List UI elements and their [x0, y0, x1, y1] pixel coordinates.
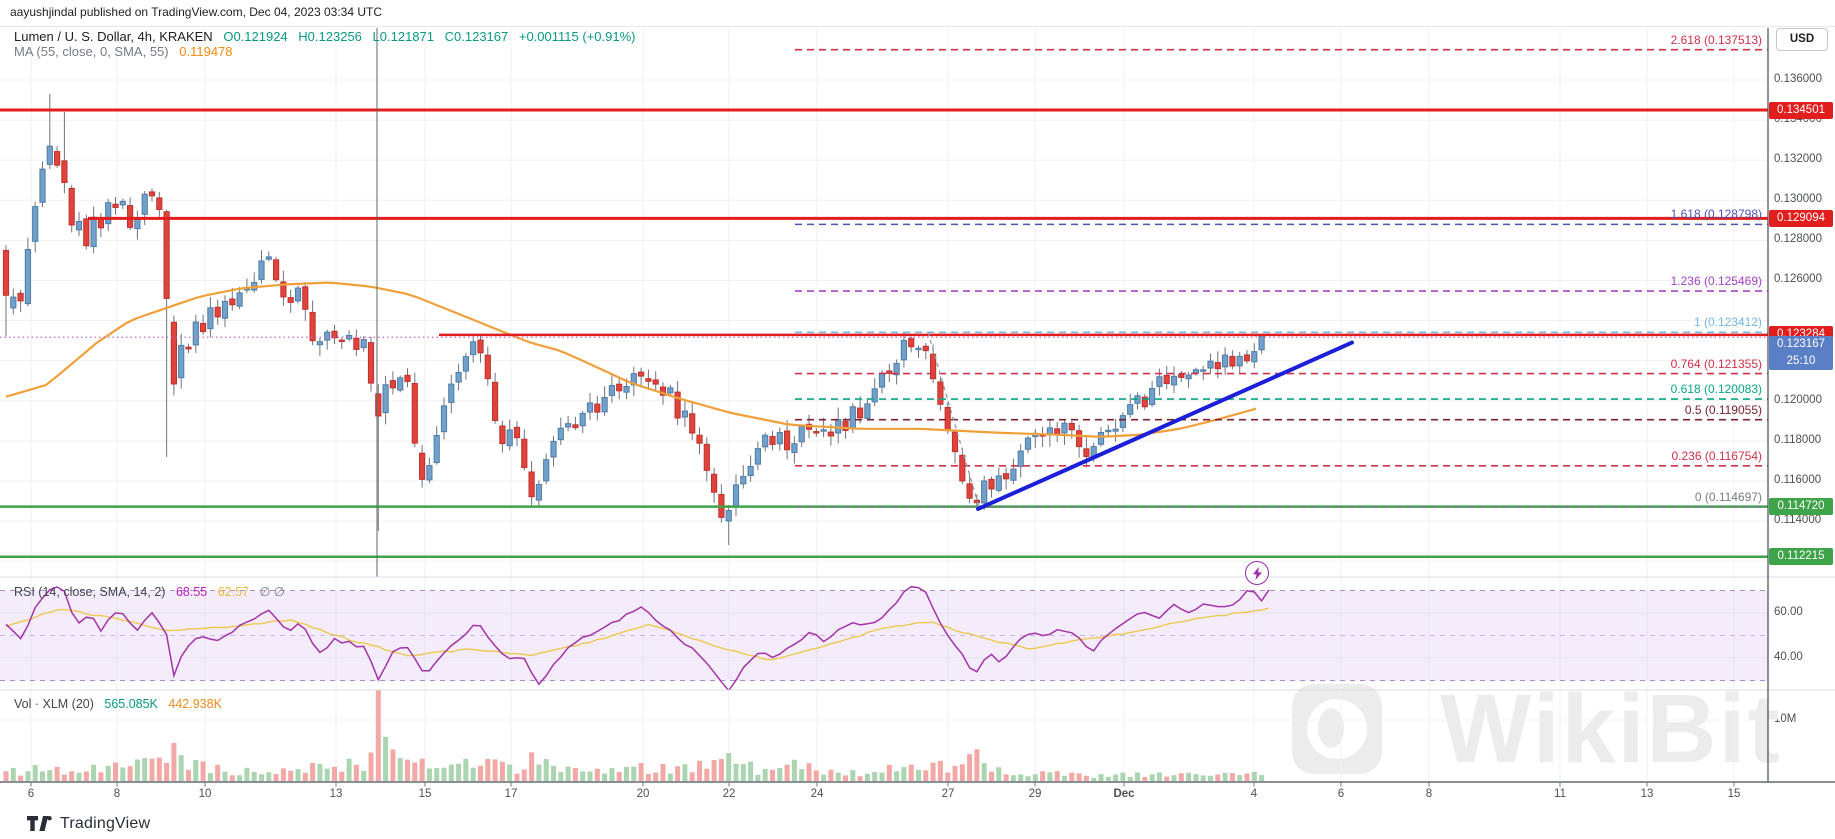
fib-level-label: 1.236 (0.125469): [1670, 274, 1762, 289]
time-axis-label: 17: [504, 788, 518, 800]
time-axis-label: 29: [1028, 788, 1042, 800]
rsi-legend-label: RSI (14, close, SMA, 14, 2): [14, 585, 166, 599]
ohlc-change: +0.001115 (+0.91%): [518, 29, 636, 44]
fib-level-label: 0.5 (0.119055): [1684, 402, 1762, 417]
tradingview-logo-icon[interactable]: [27, 816, 52, 831]
volume-ma-value: 565.085K: [104, 697, 158, 711]
publish-attribution: aayushjindal published on TradingView.co…: [10, 5, 383, 19]
price-level-badge: 0.134501: [1769, 101, 1833, 119]
rsi-plot: [5, 585, 1270, 690]
trend-line: [976, 340, 1354, 511]
lightning-icon[interactable]: [1245, 561, 1269, 585]
price-axis-label: 0.136000: [1774, 73, 1822, 85]
price-axis-label: 0.120000: [1774, 393, 1822, 406]
time-axis-label: 13: [329, 788, 343, 800]
price-axis-label: 0.128000: [1774, 233, 1822, 246]
rsi-sma-value: 62.57: [217, 585, 249, 599]
price-axis-label: 0.132000: [1774, 153, 1822, 166]
price-level-badge: 0.129094: [1769, 209, 1833, 227]
ohlc-open: O0.121924: [223, 29, 288, 44]
symbol-legend[interactable]: Lumen / U. S. Dollar, 4h, KRAKEN O0.1219…: [14, 29, 642, 44]
time-axis-label: 15: [1727, 788, 1741, 800]
wikibit-logo-icon: [1292, 684, 1382, 774]
time-axis-label: 13: [1640, 788, 1654, 800]
candles: [2, 94, 1265, 546]
time-axis-label: 11: [1554, 788, 1566, 800]
wikibit-watermark: WikiBit: [1292, 674, 1782, 783]
footer-brand[interactable]: TradingView: [60, 814, 151, 832]
price-level-badge: 0.114720: [1769, 498, 1833, 516]
rsi-axis-label: 60.00: [1774, 606, 1803, 618]
time-axis-label: 4: [1250, 788, 1258, 800]
fib-level-label: 0 (0.114697): [1694, 490, 1762, 505]
volume-value: 442.938K: [168, 697, 222, 711]
ohlc-close: C0.123167: [444, 29, 509, 44]
price-axis-label: 0.130000: [1774, 193, 1822, 206]
fib-level-label: 1.618 (0.128798): [1670, 207, 1762, 222]
fib-level-label: 0.236 (0.116754): [1671, 448, 1762, 463]
fib-level-label: 1 (0.123412): [1693, 315, 1762, 330]
time-axis-label: 10: [198, 788, 212, 800]
volume-legend[interactable]: Vol · XLM (20) 565.085K 442.938K: [14, 697, 229, 711]
watermark-text: WikiBit: [1440, 674, 1782, 783]
footer-bar: TradingView: [0, 808, 1835, 839]
price-level-badge: 0.112215: [1769, 548, 1833, 566]
volume-axis-label: 10M: [1774, 713, 1797, 725]
header-divider: [0, 26, 1835, 27]
time-axis-label: 15: [418, 788, 432, 800]
rsi-extra-values: ∅ ∅: [259, 585, 285, 599]
fib-level-label: 0.618 (0.120083): [1670, 382, 1762, 397]
ma-legend-value: 0.119478: [179, 44, 233, 59]
time-axis-label: Dec: [1113, 788, 1135, 800]
rsi-value: 68.55: [175, 585, 208, 599]
price-axis-label: 0.116000: [1774, 473, 1822, 486]
time-axis-label: 24: [810, 788, 824, 800]
ma-legend-label: MA (55, close, 0, SMA, 55): [14, 44, 169, 59]
time-axis-label: 20: [636, 788, 650, 800]
fib-level-label: 0.764 (0.121355): [1670, 356, 1762, 371]
time-axis-label: 8: [113, 788, 121, 800]
time-axis-label: 6: [1337, 788, 1345, 800]
price-axis-label: 0.126000: [1774, 273, 1822, 286]
rsi-axis-label: 40.00: [1774, 651, 1803, 663]
volume-bars: [3, 690, 1265, 781]
price-axis-label: 0.118000: [1774, 433, 1822, 446]
candle-countdown: 25:10: [1786, 355, 1816, 368]
rsi-legend[interactable]: RSI (14, close, SMA, 14, 2) 68.55 62.57 …: [14, 584, 292, 599]
price-axis-label: 0.114000: [1774, 514, 1822, 526]
time-axis-label: 6: [27, 788, 35, 800]
ma-legend[interactable]: MA (55, close, 0, SMA, 55) 0.119478: [14, 44, 240, 59]
current-price-badge: 0.123167 25:10: [1769, 336, 1833, 371]
time-axis-label: 22: [722, 788, 736, 800]
symbol-title: Lumen / U. S. Dollar, 4h, KRAKEN: [14, 29, 213, 44]
ohlc-high: H0.123256: [298, 29, 362, 44]
currency-axis-button[interactable]: USD: [1776, 28, 1828, 51]
time-axis-label: 8: [1425, 788, 1433, 800]
time-axis-label: 27: [941, 788, 955, 800]
ohlc-low: L0.121871: [372, 29, 434, 44]
fib-level-label: 2.618 (0.137513): [1670, 32, 1762, 47]
volume-legend-label: Vol · XLM (20): [14, 697, 94, 711]
